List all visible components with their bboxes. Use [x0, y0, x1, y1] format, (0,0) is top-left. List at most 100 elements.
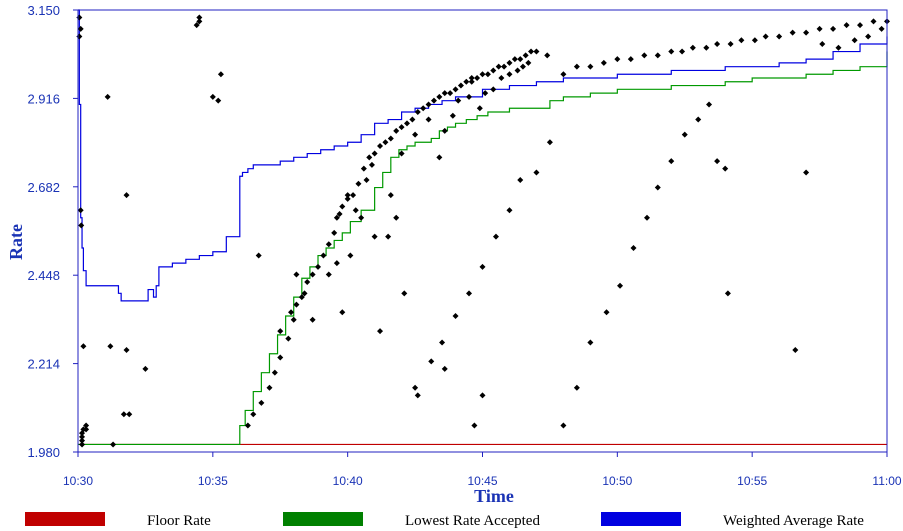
bid-point	[573, 384, 580, 391]
bid-point	[80, 343, 87, 350]
bid-point	[627, 56, 634, 63]
bid-point	[339, 203, 346, 210]
bid-point	[851, 37, 858, 44]
bid-point	[479, 263, 486, 270]
bid-point	[409, 116, 416, 123]
bid-point	[79, 437, 86, 444]
bid-point	[123, 192, 130, 199]
bid-point	[727, 41, 734, 47]
legend-swatch	[601, 512, 681, 526]
bid-point	[266, 384, 273, 391]
bid-point	[315, 263, 322, 270]
bid-point	[309, 271, 316, 278]
bid-point	[298, 294, 305, 301]
bid-point	[452, 313, 459, 319]
bid-point	[455, 97, 462, 104]
bid-point	[522, 52, 529, 59]
x-tick-label: 10:35	[198, 474, 228, 488]
legend-label: Weighted Average Rate	[723, 513, 864, 529]
bid-point	[215, 97, 222, 104]
bid-point	[344, 192, 351, 199]
bid-point	[528, 48, 535, 55]
bid-point	[479, 392, 486, 399]
bid-point	[331, 229, 338, 236]
bid-point	[603, 309, 610, 316]
bid-point	[479, 71, 486, 78]
legend: Floor Rate Lowest Rate Accepted Weighted A…	[25, 512, 864, 529]
bid-point	[560, 71, 567, 78]
bid-point	[107, 343, 114, 350]
bid-point	[325, 241, 332, 248]
bid-point	[277, 328, 284, 335]
bid-point	[792, 347, 799, 353]
bid-point	[654, 184, 661, 191]
bid-point	[344, 195, 351, 202]
y-tick-label: 3.150	[27, 3, 60, 18]
bid-point	[865, 33, 872, 40]
bid-point	[398, 124, 405, 131]
bid-point	[123, 347, 130, 353]
bid-point	[77, 25, 84, 32]
bid-point	[333, 260, 340, 267]
bid-point	[776, 33, 783, 40]
bid-point	[325, 271, 332, 278]
bid-point	[517, 56, 524, 63]
bid-point	[110, 441, 117, 448]
bid-point	[506, 59, 513, 66]
bid-point	[339, 309, 346, 316]
bid-point	[803, 29, 810, 36]
bid-points	[76, 14, 890, 448]
legend-label: Floor Rate	[147, 513, 211, 529]
bid-point	[293, 271, 300, 278]
bid-point	[587, 63, 594, 70]
bid-point	[412, 384, 419, 391]
bid-point	[533, 48, 540, 55]
bid-point	[441, 365, 448, 372]
bid-point	[366, 154, 373, 161]
bid-point	[484, 71, 491, 78]
bid-point	[447, 90, 454, 97]
bid-point	[654, 52, 661, 59]
bid-point	[617, 282, 624, 289]
bid-point	[870, 18, 877, 25]
bid-point	[724, 290, 731, 297]
bid-point	[819, 41, 826, 47]
bid-point	[441, 127, 448, 134]
bid-point	[706, 101, 713, 108]
bid-point	[738, 37, 745, 44]
bid-point	[414, 392, 421, 399]
bid-point	[525, 59, 532, 66]
bid-point	[347, 252, 354, 259]
x-axis-title: Time	[474, 486, 514, 506]
bid-point	[878, 25, 885, 32]
bid-point	[293, 301, 300, 308]
bid-point	[126, 411, 133, 418]
bid-point	[533, 169, 540, 176]
bid-point	[468, 75, 475, 81]
bid-point	[714, 41, 721, 47]
bid-point	[290, 316, 297, 323]
y-tick-label: 2.448	[27, 268, 60, 283]
bid-point	[387, 135, 394, 142]
bid-point	[835, 44, 842, 51]
bid-point	[843, 22, 850, 29]
bid-point	[490, 67, 497, 74]
bid-point	[471, 422, 478, 429]
bid-point	[250, 411, 257, 418]
bid-point	[382, 139, 389, 146]
bid-point	[600, 59, 607, 66]
bid-point	[76, 14, 83, 21]
bid-point	[412, 131, 419, 138]
bid-point	[288, 309, 295, 316]
bid-point	[544, 52, 551, 59]
bid-point	[573, 63, 580, 70]
bid-point	[277, 354, 284, 361]
bid-point	[193, 22, 200, 29]
bid-point	[363, 177, 370, 183]
lowest-rate-line	[78, 51, 888, 446]
bid-point	[703, 44, 710, 51]
bid-point	[449, 112, 456, 119]
bid-point	[428, 358, 435, 365]
bid-point	[436, 154, 443, 161]
legend-swatch	[25, 512, 105, 526]
